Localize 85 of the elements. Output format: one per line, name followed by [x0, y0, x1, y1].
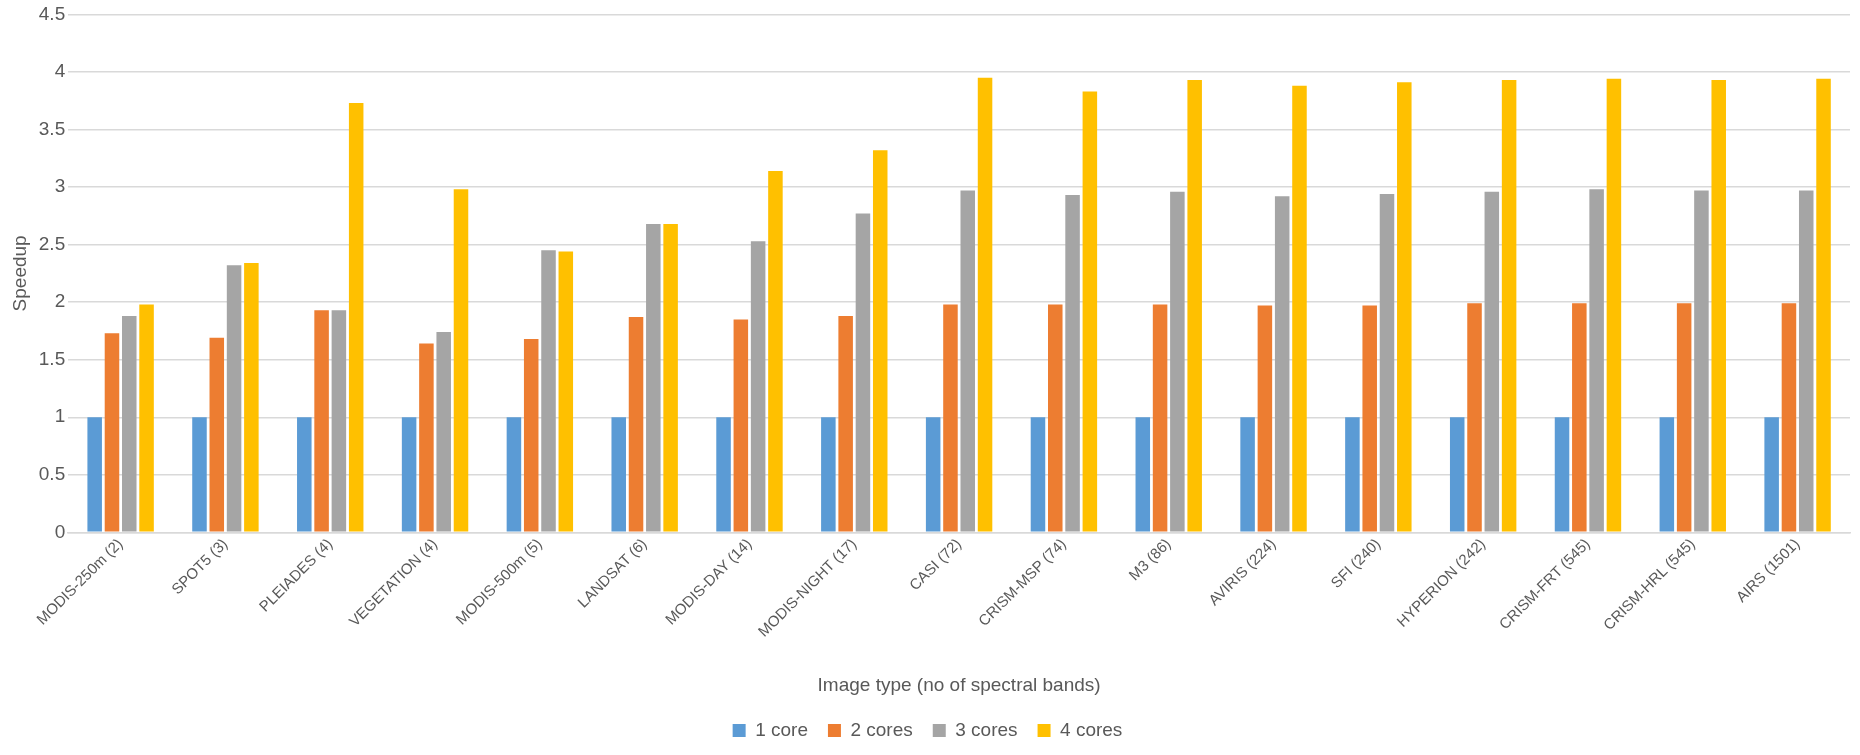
bar: [297, 417, 312, 532]
legend-label: 4 cores: [1060, 718, 1123, 740]
bar: [1379, 193, 1395, 532]
bar: [1711, 80, 1726, 532]
bar: [1292, 85, 1307, 532]
bar: [1240, 417, 1255, 532]
bar: [331, 310, 347, 532]
bar: [401, 417, 417, 532]
bar: [1816, 78, 1831, 532]
bar: [122, 315, 137, 532]
bar: [733, 319, 749, 532]
bar: [1082, 91, 1098, 532]
bar: [1606, 78, 1622, 532]
bar: [1274, 196, 1290, 532]
bar: [943, 304, 958, 532]
bar: [1030, 417, 1046, 532]
bar: [663, 223, 678, 532]
bar: [541, 250, 556, 532]
bar: [855, 213, 871, 532]
x-tick-label: M3 (86): [1125, 534, 1174, 584]
bar: [1501, 80, 1517, 532]
y-tick-label: 2: [54, 290, 66, 312]
y-tick-label: 4: [54, 60, 66, 82]
y-tick-label: 1.5: [38, 347, 66, 369]
bar: [1152, 304, 1168, 532]
bar: [209, 337, 225, 532]
y-tick-label: 0: [54, 520, 66, 542]
bar: [523, 338, 539, 532]
bar: [506, 417, 522, 532]
legend-label: 2 cores: [850, 718, 913, 740]
bar: [1449, 417, 1465, 532]
bar: [1572, 303, 1587, 532]
bar: [1048, 304, 1063, 532]
bar: [1135, 417, 1151, 532]
bar: [1170, 191, 1185, 532]
y-tick-label: 3.5: [38, 117, 66, 139]
y-tick-label: 0.5: [38, 463, 66, 485]
bar: [628, 317, 644, 532]
bar: [821, 417, 836, 532]
y-tick-label: 2.5: [38, 232, 66, 254]
bar: [314, 310, 329, 532]
bar: [1484, 191, 1500, 532]
bar: [1345, 417, 1360, 532]
y-tick-label: 4.5: [38, 2, 66, 24]
bar: [1764, 417, 1779, 532]
legend-label: 1 core: [755, 718, 808, 740]
bar: [419, 343, 434, 532]
bar: [1676, 303, 1692, 532]
bar: [872, 150, 888, 532]
bar: [244, 263, 259, 532]
bar: [611, 417, 626, 532]
y-tick-label: 3: [54, 175, 66, 197]
y-tick-label: 1: [54, 405, 66, 427]
bar: [1798, 190, 1814, 532]
bar: [558, 251, 574, 532]
bar: [1187, 80, 1202, 532]
bar: [104, 333, 120, 532]
bar: [87, 417, 102, 532]
bar: [1781, 303, 1797, 532]
bar: [1397, 82, 1412, 532]
bar: [1554, 417, 1570, 532]
bar: [1257, 305, 1273, 532]
bar: [1659, 417, 1675, 532]
bar: [348, 103, 364, 532]
y-axis-title: Speedup: [8, 235, 30, 312]
bar: [960, 190, 976, 532]
bar: [453, 189, 469, 532]
bar: [768, 170, 783, 532]
bar: [1467, 303, 1482, 532]
x-axis-title: Image type (no of spectral bands): [817, 673, 1101, 695]
bar: [977, 77, 993, 532]
bar: [838, 315, 853, 532]
bar: [750, 241, 766, 532]
legend-label: 3 cores: [955, 718, 1018, 740]
bar: [646, 223, 661, 532]
bar: [1589, 189, 1604, 532]
bar: [436, 332, 451, 532]
bar: [1694, 190, 1709, 532]
bar: [139, 304, 154, 532]
bar: [1065, 195, 1080, 532]
bar: [226, 265, 242, 532]
bar: [192, 417, 207, 532]
bar: [716, 417, 731, 532]
bar: [1362, 305, 1377, 532]
bar: [925, 417, 941, 532]
